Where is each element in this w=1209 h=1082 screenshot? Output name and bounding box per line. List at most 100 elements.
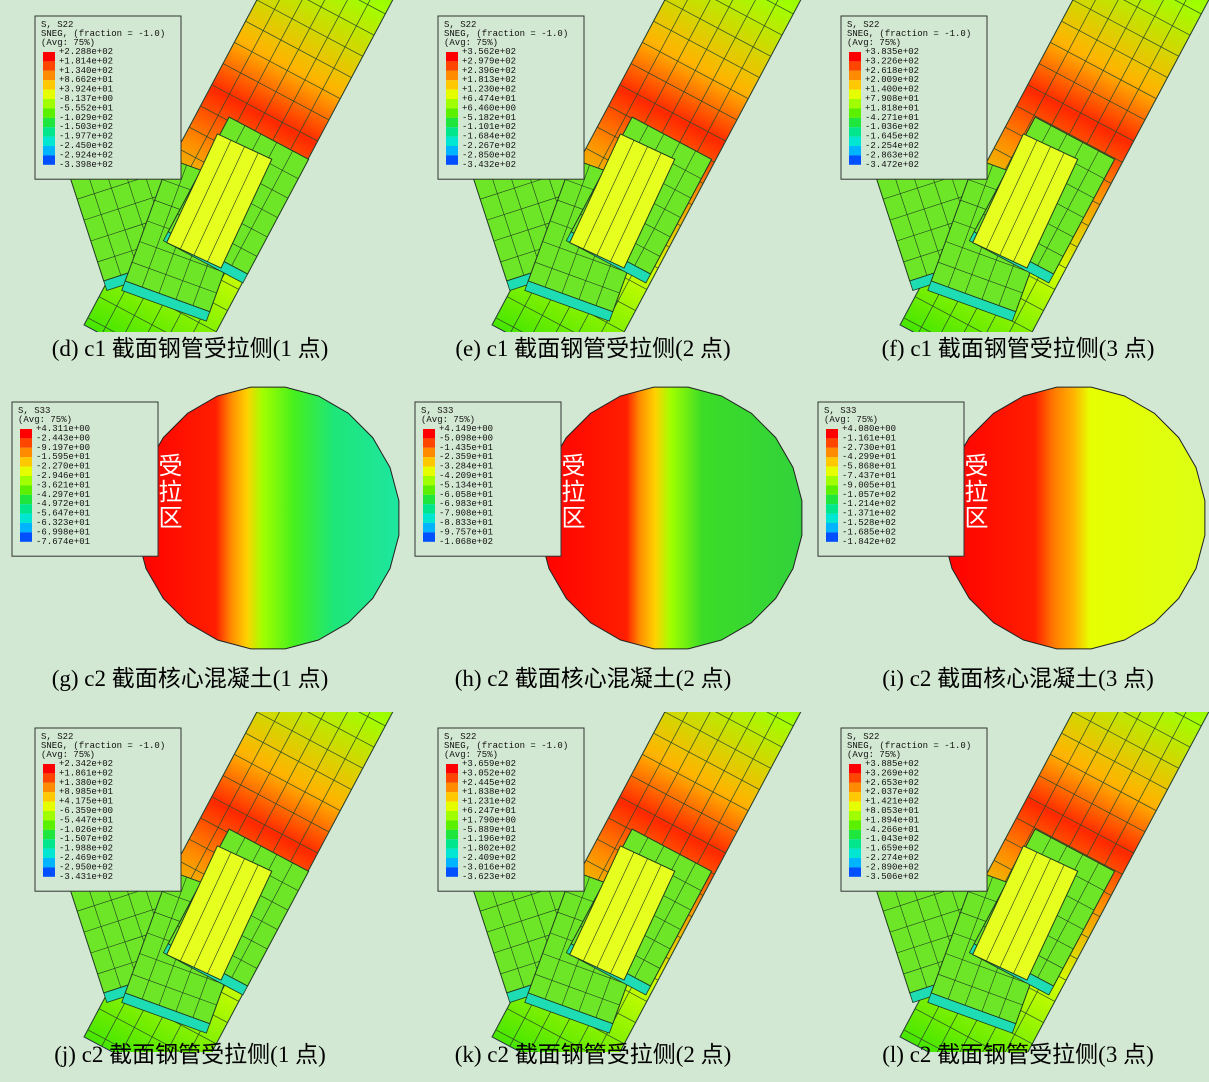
legend-swatch	[849, 155, 861, 164]
legend-swatch	[446, 71, 458, 80]
legend-swatch	[849, 127, 861, 136]
legend-value: -3.623e+02	[462, 872, 516, 882]
legend-swatch	[43, 137, 55, 146]
legend-value: -3.506e+02	[865, 872, 919, 882]
legend-swatch	[849, 783, 861, 792]
legend-swatch	[20, 429, 32, 438]
legend-swatch	[423, 495, 435, 504]
legend-swatch	[446, 80, 458, 89]
legend-swatch	[849, 61, 861, 70]
legend-swatch	[446, 849, 458, 858]
legend-value: -7.674e+01	[36, 537, 90, 547]
legend-swatch	[826, 485, 838, 494]
legend-swatch	[446, 811, 458, 820]
legend-swatch	[446, 830, 458, 839]
legend-swatch	[446, 820, 458, 829]
legend-swatch	[446, 858, 458, 867]
legend-value: -3.432e+02	[462, 160, 516, 170]
legend-swatch	[20, 514, 32, 523]
legend-swatch	[849, 773, 861, 782]
legend-swatch	[849, 839, 861, 848]
legend-swatch	[826, 429, 838, 438]
legend-swatch	[849, 802, 861, 811]
legend-swatch	[446, 61, 458, 70]
legend-swatch	[849, 99, 861, 108]
legend-swatch	[446, 90, 458, 99]
legend-swatch	[43, 820, 55, 829]
legend-value: -1.842e+02	[842, 537, 896, 547]
legend-swatch	[826, 476, 838, 485]
caption: (j) c2 截面钢管受拉侧(1 点)	[54, 1042, 326, 1067]
legend-swatch	[849, 118, 861, 127]
legend-swatch	[423, 429, 435, 438]
caption: (g) c2 截面核心混凝土(1 点)	[52, 666, 329, 691]
legend-value: -3.472e+02	[865, 160, 919, 170]
legend-swatch	[446, 108, 458, 117]
legend-swatch	[43, 830, 55, 839]
legend-swatch	[43, 849, 55, 858]
caption: (e) c1 截面钢管受拉侧(2 点)	[455, 336, 730, 361]
legend-swatch	[43, 80, 55, 89]
legend-swatch	[446, 118, 458, 127]
legend-swatch	[20, 448, 32, 457]
legend-swatch	[446, 155, 458, 164]
legend-swatch	[423, 476, 435, 485]
legend-swatch	[43, 867, 55, 876]
legend-swatch	[849, 858, 861, 867]
legend-swatch	[20, 504, 32, 513]
legend-swatch	[20, 476, 32, 485]
legend-swatch	[43, 773, 55, 782]
legend-swatch	[43, 792, 55, 801]
legend-swatch	[826, 467, 838, 476]
legend-value: -3.431e+02	[59, 872, 113, 882]
legend-swatch	[446, 773, 458, 782]
panel: 受拉区	[137, 387, 399, 649]
legend-swatch	[849, 867, 861, 876]
legend-swatch	[849, 811, 861, 820]
legend-swatch	[423, 457, 435, 466]
legend-swatch	[446, 146, 458, 155]
legend-swatch	[43, 127, 55, 136]
legend-swatch	[20, 495, 32, 504]
figure: S, S22SNEG, (fraction = -1.0)(Avg: 75%)+…	[0, 0, 1209, 1082]
legend-swatch	[849, 52, 861, 61]
legend-swatch	[826, 504, 838, 513]
legend-swatch	[43, 52, 55, 61]
legend-swatch	[446, 867, 458, 876]
caption: (f) c1 截面钢管受拉侧(3 点)	[882, 336, 1155, 361]
legend-swatch	[423, 523, 435, 532]
legend-swatch	[446, 802, 458, 811]
legend-swatch	[849, 90, 861, 99]
legend-swatch	[849, 146, 861, 155]
legend-swatch	[446, 127, 458, 136]
legend-swatch	[826, 438, 838, 447]
legend-swatch	[423, 438, 435, 447]
legend-swatch	[446, 839, 458, 848]
caption: (d) c1 截面钢管受拉侧(1 点)	[52, 336, 329, 361]
legend-swatch	[446, 783, 458, 792]
panel: 受拉区	[540, 387, 802, 649]
legend-swatch	[849, 108, 861, 117]
legend-swatch	[849, 71, 861, 80]
legend-swatch	[43, 155, 55, 164]
legend-swatch	[43, 802, 55, 811]
legend-swatch	[43, 783, 55, 792]
legend-value: -3.398e+02	[59, 160, 113, 170]
legend-swatch	[20, 523, 32, 532]
legend-swatch	[849, 80, 861, 89]
legend-swatch	[423, 504, 435, 513]
legend-swatch	[446, 52, 458, 61]
legend-swatch	[43, 118, 55, 127]
legend-swatch	[849, 830, 861, 839]
legend-swatch	[20, 532, 32, 541]
legend-swatch	[826, 514, 838, 523]
legend-swatch	[43, 764, 55, 773]
legend-swatch	[826, 495, 838, 504]
legend-swatch	[423, 485, 435, 494]
legend-swatch	[446, 137, 458, 146]
legend-swatch	[446, 792, 458, 801]
legend-swatch	[43, 71, 55, 80]
legend-swatch	[446, 764, 458, 773]
legend-swatch	[826, 457, 838, 466]
legend-swatch	[20, 457, 32, 466]
